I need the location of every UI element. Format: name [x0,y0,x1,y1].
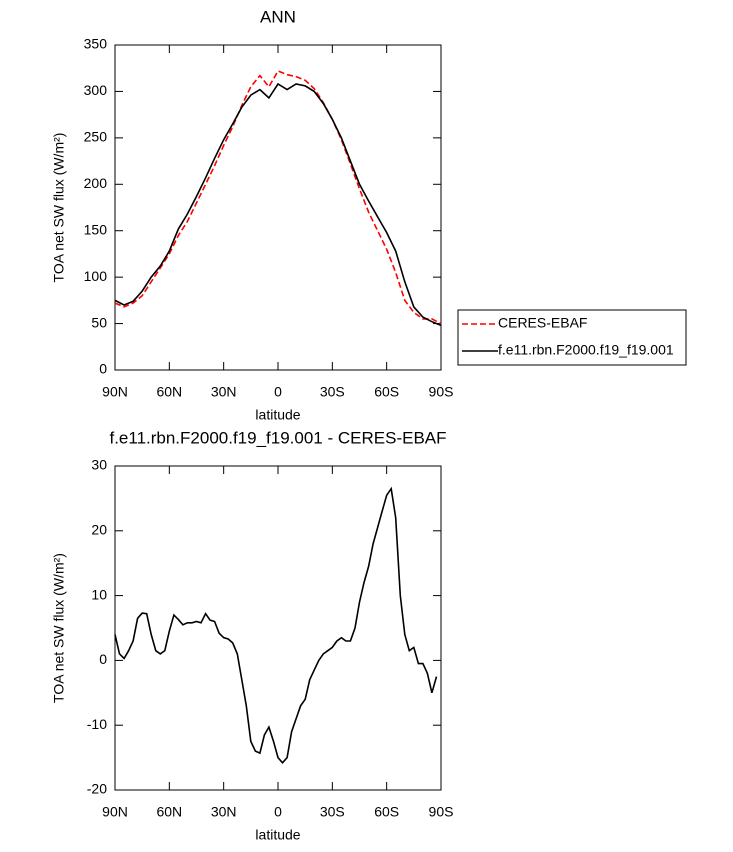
x-tick-label: 90N [102,804,128,820]
y-tick-label: 100 [84,268,108,284]
y-axis-label: TOA net SW flux (W/m²) [51,133,67,283]
x-tick-label: 30N [211,804,237,820]
x-axis-label: latitude [255,407,300,423]
data-line [114,82,442,327]
x-tick-label: 90S [429,804,454,820]
y-tick-label: 150 [84,221,108,237]
chart-title: f.e11.rbn.F2000.f19_f19.001 - CERES-EBAF [109,428,446,447]
x-tick-label: 90N [102,384,128,400]
y-axis-label: TOA net SW flux (W/m²) [51,553,67,703]
y-tick-label: 350 [84,36,108,52]
legend-label: CERES-EBAF [498,315,587,331]
plot-frame [114,465,442,791]
y-tick-label: 200 [84,175,108,191]
legend-label: f.e11.rbn.F2000.f19_f19.001 [498,342,674,358]
legend-box [457,309,687,366]
data-line [114,486,438,765]
x-tick-label: 90S [429,384,454,400]
data-line [114,69,442,325]
y-tick-label: 250 [84,129,108,145]
x-tick-label: 0 [274,384,282,400]
x-tick-label: 60S [374,384,399,400]
chart-title: ANN [260,7,296,26]
y-tick-label: -20 [87,781,107,797]
y-tick-label: 0 [99,361,107,377]
y-tick-label: -10 [87,716,107,732]
y-tick-label: 10 [91,586,107,602]
y-tick-label: 300 [84,82,108,98]
y-tick-label: 20 [91,522,107,538]
y-tick-label: 50 [91,314,107,330]
x-tick-label: 30S [320,384,345,400]
plot-frame [114,44,442,371]
x-tick-label: 60N [156,804,182,820]
y-tick-label: 30 [91,457,107,473]
x-tick-label: 0 [274,804,282,820]
x-tick-label: 60S [374,804,399,820]
x-tick-label: 60N [156,384,182,400]
x-tick-label: 30N [211,384,237,400]
x-axis-label: latitude [255,827,300,843]
y-tick-label: 0 [99,651,107,667]
x-tick-label: 30S [320,804,345,820]
